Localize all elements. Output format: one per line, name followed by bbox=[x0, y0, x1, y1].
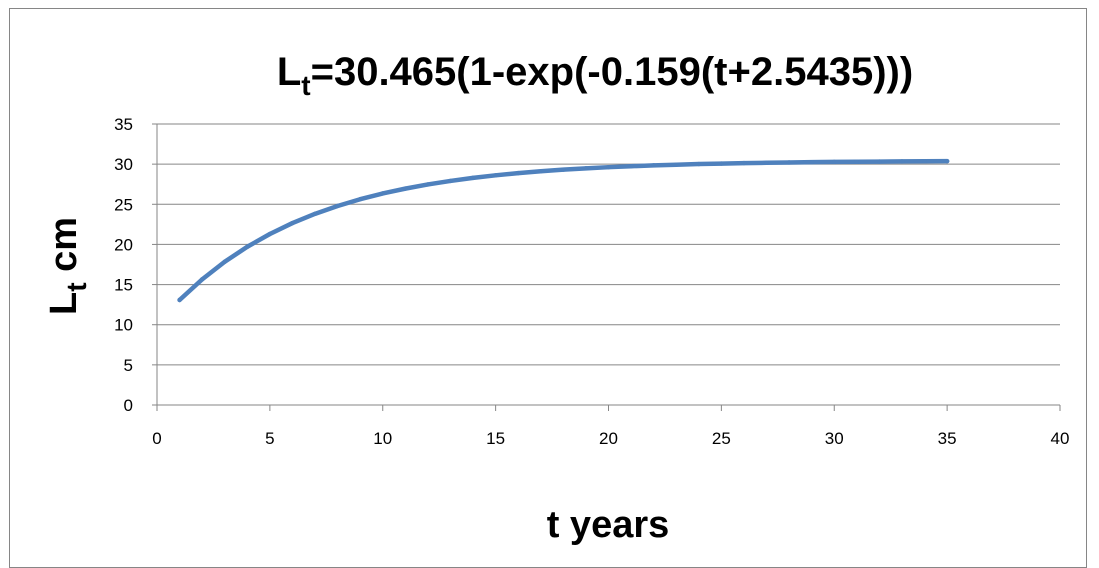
data-point bbox=[944, 158, 950, 164]
y-tick-label: 30 bbox=[114, 155, 133, 174]
data-point bbox=[583, 166, 589, 171]
data-point bbox=[809, 159, 814, 165]
data-point bbox=[267, 231, 273, 237]
data-point bbox=[357, 197, 363, 202]
data-point bbox=[312, 211, 318, 217]
data-point bbox=[606, 164, 611, 170]
y-tick-label: 35 bbox=[114, 115, 133, 134]
chart-title: Lt=30.465(1-exp(-0.159(t+2.5435))) bbox=[277, 50, 913, 101]
data-point bbox=[741, 160, 747, 166]
y-tick-label: 25 bbox=[114, 195, 133, 214]
data-point bbox=[651, 163, 656, 168]
data-point bbox=[832, 159, 837, 165]
y-axis-title: Lt cm bbox=[43, 217, 92, 315]
data-point bbox=[425, 182, 431, 187]
x-tick-label: 40 bbox=[1051, 429, 1070, 448]
x-tick-label: 15 bbox=[486, 429, 505, 448]
chart-frame bbox=[9, 8, 1087, 568]
data-point bbox=[493, 173, 498, 178]
series-line bbox=[177, 158, 950, 303]
data-point bbox=[516, 170, 521, 176]
data-point bbox=[448, 178, 453, 184]
x-tick-label: 0 bbox=[152, 429, 161, 448]
x-tick-label: 5 bbox=[265, 429, 274, 448]
x-axis-title: t years bbox=[547, 504, 670, 546]
data-point bbox=[470, 175, 476, 181]
data-point bbox=[786, 160, 792, 165]
x-tick-label: 25 bbox=[712, 429, 731, 448]
tick-labels: 0 5 10 15 20 25 30 35 0 5 10 15 20 25 30 35 40 bbox=[114, 115, 1069, 448]
chart-svg: 0 5 10 15 20 25 30 35 0 5 10 15 20 25 30 35 40 Lt=30.465… bbox=[43, 50, 1069, 546]
data-point bbox=[696, 161, 701, 167]
data-point bbox=[899, 159, 905, 164]
data-point bbox=[222, 259, 227, 264]
data-point bbox=[877, 159, 882, 164]
data-point bbox=[403, 186, 408, 191]
data-point bbox=[922, 159, 927, 164]
x-tick-label: 10 bbox=[373, 429, 392, 448]
data-point bbox=[538, 169, 543, 174]
x-tick-label: 30 bbox=[825, 429, 844, 448]
data-point bbox=[290, 220, 295, 226]
series-layer bbox=[177, 158, 950, 303]
y-tick-label: 5 bbox=[124, 356, 133, 375]
data-point bbox=[380, 191, 385, 196]
data-point bbox=[177, 297, 182, 303]
data-point bbox=[561, 167, 566, 172]
data-point bbox=[674, 162, 679, 167]
data-point bbox=[245, 244, 250, 249]
x-tick-label: 20 bbox=[599, 429, 618, 448]
y-tick-label: 15 bbox=[114, 276, 133, 295]
data-point bbox=[854, 159, 860, 164]
x-tick-label: 35 bbox=[938, 429, 957, 448]
gridlines bbox=[157, 123, 1060, 366]
data-point bbox=[628, 164, 634, 169]
data-point bbox=[199, 277, 205, 282]
axes bbox=[152, 123, 1061, 411]
data-point bbox=[764, 160, 769, 165]
y-tick-label: 20 bbox=[114, 235, 133, 254]
y-tick-label: 0 bbox=[124, 396, 133, 415]
data-point bbox=[719, 161, 724, 166]
data-point bbox=[335, 203, 340, 209]
y-tick-label: 10 bbox=[114, 316, 133, 335]
